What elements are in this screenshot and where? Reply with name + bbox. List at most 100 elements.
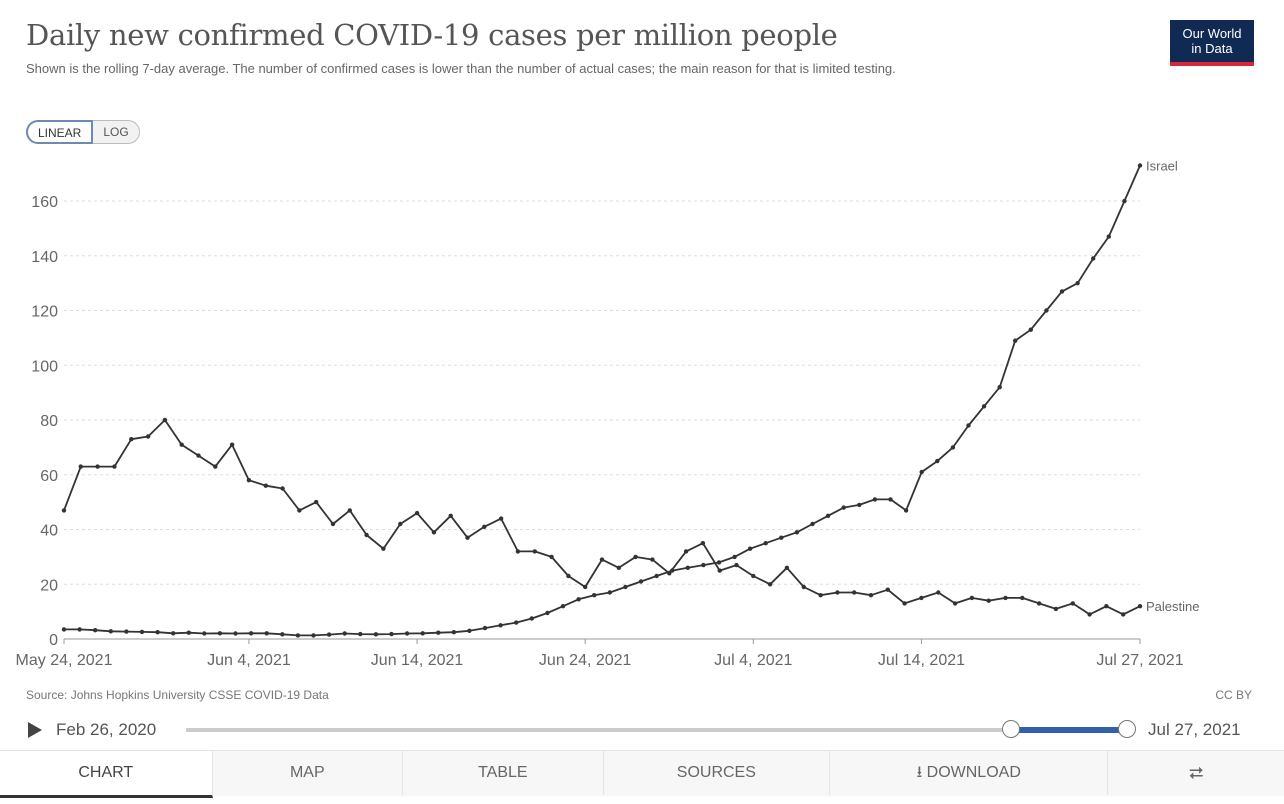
data-point bbox=[78, 464, 84, 469]
tab-map[interactable]: MAP bbox=[212, 751, 404, 795]
data-point bbox=[566, 573, 571, 579]
data-point bbox=[654, 573, 659, 579]
tab-sources[interactable]: SOURCES bbox=[603, 751, 831, 795]
data-point bbox=[1087, 612, 1092, 617]
data-point bbox=[717, 568, 722, 573]
timeline-track[interactable] bbox=[186, 728, 1128, 732]
y-tick-label: 60 bbox=[40, 468, 58, 485]
data-point bbox=[1013, 338, 1018, 343]
data-point bbox=[1121, 612, 1126, 617]
data-point bbox=[936, 590, 941, 595]
data-point bbox=[297, 508, 302, 513]
data-point bbox=[498, 516, 504, 521]
timeline-end-label: Jul 27, 2021 bbox=[1148, 720, 1241, 739]
timeline-end-handle[interactable] bbox=[1118, 720, 1136, 738]
y-tick-label: 0 bbox=[49, 632, 58, 649]
download-icon: ⭳ bbox=[916, 764, 923, 781]
data-point bbox=[950, 445, 956, 450]
data-point bbox=[1075, 281, 1080, 286]
data-point bbox=[825, 513, 831, 518]
data-point bbox=[700, 541, 706, 546]
data-point bbox=[465, 535, 470, 540]
data-point bbox=[997, 385, 1002, 390]
data-point bbox=[685, 565, 690, 570]
data-point bbox=[295, 633, 301, 638]
data-point bbox=[95, 464, 100, 469]
y-tick-label: 160 bbox=[31, 194, 58, 211]
data-point bbox=[767, 582, 773, 587]
data-point bbox=[108, 629, 114, 634]
data-point bbox=[751, 573, 756, 579]
data-point bbox=[885, 587, 890, 592]
data-point bbox=[124, 629, 129, 634]
data-point bbox=[607, 590, 612, 595]
timeline-start-label: Feb 26, 2020 bbox=[56, 720, 157, 739]
data-point bbox=[919, 595, 924, 601]
data-point bbox=[872, 497, 878, 502]
data-point bbox=[549, 554, 554, 560]
data-point bbox=[747, 546, 753, 551]
data-point bbox=[398, 521, 403, 527]
data-point bbox=[420, 631, 425, 636]
data-point bbox=[966, 423, 971, 428]
data-point bbox=[1091, 256, 1096, 261]
data-point bbox=[217, 631, 223, 636]
data-point bbox=[981, 404, 987, 409]
data-point bbox=[330, 521, 336, 527]
play-icon[interactable] bbox=[28, 722, 42, 738]
source-note[interactable]: Source: Johns Hopkins University CSSE CO… bbox=[26, 688, 329, 702]
x-tick-label: Jul 27, 2021 bbox=[1096, 652, 1183, 669]
data-point bbox=[358, 631, 363, 637]
tab-share[interactable]: ⮂ bbox=[1108, 751, 1284, 795]
data-point bbox=[852, 590, 857, 595]
owid-logo[interactable]: Our World in Data bbox=[1170, 20, 1254, 66]
data-point bbox=[145, 434, 151, 439]
data-point bbox=[532, 549, 537, 554]
chart-subtitle: Shown is the rolling 7-day average. The … bbox=[26, 61, 896, 76]
data-point bbox=[342, 631, 347, 636]
tab-download[interactable]: ⭳ DOWNLOAD bbox=[830, 751, 1109, 795]
tab-download-label: DOWNLOAD bbox=[926, 764, 1021, 781]
data-point bbox=[326, 632, 332, 637]
data-point bbox=[514, 620, 519, 625]
chart-title: Daily new confirmed COVID-19 cases per m… bbox=[26, 18, 838, 52]
data-point bbox=[667, 571, 672, 576]
timeline-start-handle[interactable] bbox=[1002, 720, 1020, 738]
tab-table[interactable]: TABLE bbox=[403, 751, 604, 795]
data-point bbox=[638, 579, 644, 584]
data-point bbox=[373, 632, 379, 637]
series-line bbox=[63, 419, 1141, 616]
line-chart: 0 20 40 60 80 100 120 140 160 May 24, 2021 Jun 4, … bbox=[16, 158, 1200, 669]
logo-line2: in Data bbox=[1191, 41, 1233, 56]
data-point bbox=[701, 562, 706, 568]
data-point bbox=[431, 530, 437, 535]
data-point bbox=[1122, 198, 1127, 204]
data-point bbox=[633, 554, 638, 560]
tab-chart[interactable]: CHART bbox=[0, 751, 213, 798]
data-point bbox=[868, 593, 874, 598]
data-point bbox=[935, 458, 940, 464]
data-point bbox=[732, 554, 737, 560]
data-point bbox=[784, 565, 790, 570]
data-point bbox=[451, 630, 457, 635]
linear-button[interactable]: LINEAR bbox=[26, 120, 94, 144]
data-point bbox=[1106, 234, 1112, 239]
data-point bbox=[1003, 595, 1008, 601]
data-point bbox=[155, 630, 160, 635]
series-label: Palestine bbox=[1146, 599, 1199, 614]
license-link[interactable]: CC BY bbox=[1215, 688, 1252, 702]
data-point bbox=[857, 502, 862, 508]
data-point bbox=[314, 499, 319, 505]
data-point bbox=[515, 549, 521, 554]
share-icon: ⮂ bbox=[1189, 763, 1204, 783]
data-point bbox=[902, 601, 907, 606]
data-point bbox=[592, 593, 597, 598]
data-point bbox=[280, 632, 285, 637]
series-line bbox=[64, 165, 1141, 637]
data-point bbox=[810, 521, 815, 527]
data-point bbox=[763, 541, 768, 546]
data-point bbox=[952, 601, 958, 606]
data-point bbox=[650, 557, 655, 562]
log-button[interactable]: LOG bbox=[93, 120, 140, 144]
tab-bar: CHART MAP TABLE SOURCES ⭳ DOWNLOAD ⮂ bbox=[0, 750, 1284, 798]
